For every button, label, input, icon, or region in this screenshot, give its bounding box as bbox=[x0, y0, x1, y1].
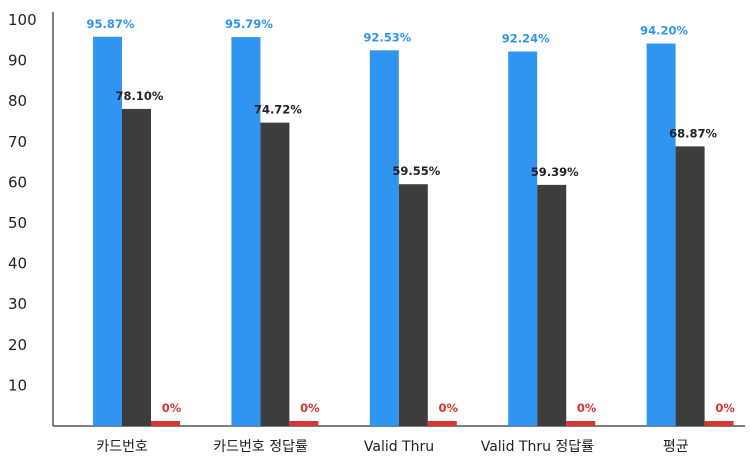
bar-s2-c1 bbox=[289, 421, 319, 426]
bar-s1-c3 bbox=[537, 184, 567, 426]
y-tick-label-20: 20 bbox=[8, 336, 27, 354]
bar-s2-c3 bbox=[566, 421, 596, 426]
data-label-s0-c0: 95.87% bbox=[87, 17, 135, 31]
data-label-s2-c3: 0% bbox=[577, 401, 597, 415]
y-tick-label-90: 90 bbox=[8, 52, 27, 70]
x-category-label: Valid Thru 정답률 bbox=[481, 439, 594, 455]
data-label-s1-c1: 74.72% bbox=[254, 103, 302, 117]
bar-s2-c4 bbox=[704, 421, 734, 426]
y-tick-label-30: 30 bbox=[8, 295, 27, 313]
y-tick-label-10: 10 bbox=[8, 376, 27, 394]
y-tick-label-100: 100 bbox=[8, 11, 37, 29]
y-tick-label-50: 50 bbox=[8, 214, 27, 232]
y-tick-label-70: 70 bbox=[8, 133, 27, 151]
bar-s1-c0 bbox=[122, 108, 151, 426]
bar-s0-c4 bbox=[646, 43, 676, 426]
data-label-s1-c4: 68.87% bbox=[669, 126, 717, 140]
data-label-s0-c3: 92.24% bbox=[502, 32, 550, 46]
data-label-s0-c2: 92.53% bbox=[363, 30, 411, 44]
bar-s0-c2 bbox=[369, 50, 399, 427]
data-label-s0-c4: 94.20% bbox=[640, 24, 688, 38]
y-tick-label-60: 60 bbox=[8, 173, 27, 191]
bar-s1-c2 bbox=[398, 184, 428, 426]
y-tick-label-80: 80 bbox=[8, 92, 27, 110]
data-label-s2-c2: 0% bbox=[439, 401, 459, 415]
data-label-s1-c2: 59.55% bbox=[392, 164, 440, 178]
data-label-s2-c1: 0% bbox=[300, 401, 320, 415]
bar-s1-c4 bbox=[675, 146, 705, 426]
data-label-s0-c1: 95.79% bbox=[225, 17, 273, 31]
y-tick-label-40: 40 bbox=[8, 255, 27, 273]
data-label-s2-c4: 0% bbox=[715, 401, 735, 415]
x-category-label: Valid Thru bbox=[364, 439, 434, 455]
bar-s0-c0 bbox=[93, 36, 122, 427]
bar-s0-c1 bbox=[231, 37, 261, 427]
x-category-label: 카드번호 bbox=[96, 439, 148, 455]
data-label-s1-c3: 59.39% bbox=[531, 165, 579, 179]
bar-s1-c1 bbox=[260, 122, 290, 426]
bar-s2-c0 bbox=[151, 421, 180, 426]
x-category-label: 카드번호 정답률 bbox=[213, 439, 308, 455]
bar-s0-c3 bbox=[508, 51, 538, 426]
data-label-s2-c0: 0% bbox=[162, 401, 182, 415]
bar-s2-c2 bbox=[427, 421, 457, 426]
x-category-label: 평균 bbox=[663, 439, 689, 455]
data-label-s1-c0: 78.10% bbox=[116, 89, 164, 103]
